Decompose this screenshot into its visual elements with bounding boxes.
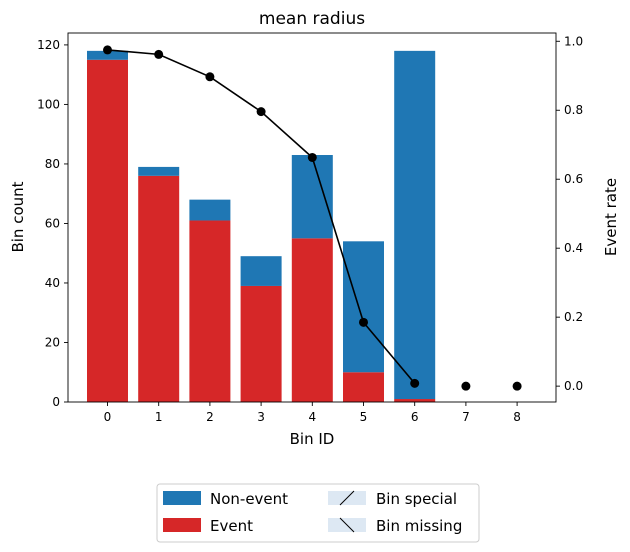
y2-tick-label: 0.2: [564, 310, 583, 324]
y-tick-label: 0: [52, 395, 60, 409]
legend-label-bin-special: Bin special: [376, 490, 457, 508]
x-axis-label: Bin ID: [290, 430, 335, 448]
bar-non-event: [138, 166, 180, 176]
bar-event: [291, 238, 333, 402]
legend: Non-event Event Bin special Bin missing: [156, 483, 480, 543]
bars-layer: [87, 50, 436, 402]
legend-hatch-bin-missing: [339, 517, 355, 533]
event-rate-line-layer: [103, 45, 522, 391]
x-tick-label: 2: [206, 410, 214, 424]
bar-event: [240, 285, 282, 402]
y-tick-label: 60: [45, 216, 60, 230]
x-tick-label: 8: [513, 410, 521, 424]
legend-swatch-non-event: [163, 491, 201, 505]
legend-label-event: Event: [210, 517, 253, 535]
bar-event: [189, 220, 231, 402]
y-axis-ticks: 0 20 40 60 80 100 120: [37, 38, 68, 409]
event-rate-point: [103, 45, 112, 55]
event-rate-point: [256, 107, 266, 117]
x-tick-label: 0: [104, 410, 112, 424]
y2-tick-label: 0.4: [564, 241, 583, 255]
y2-tick-label: 0.0: [564, 379, 583, 393]
event-rate-point: [154, 49, 164, 59]
x-tick-label: 6: [411, 410, 419, 424]
y2-axis-ticks: 0.0 0.2 0.4 0.6 0.8 1.0: [556, 34, 583, 393]
bar-event: [394, 399, 436, 402]
x-tick-label: 1: [155, 410, 163, 424]
y-tick-label: 20: [45, 335, 60, 349]
y2-tick-label: 0.6: [564, 172, 583, 186]
y2-tick-label: 1.0: [564, 34, 583, 48]
bar-non-event: [343, 241, 384, 373]
bar-non-event: [291, 155, 333, 239]
bar-non-event: [240, 256, 282, 286]
chart-title: mean radius: [259, 9, 365, 29]
event-rate-point: [307, 152, 317, 162]
bar-non-event: [394, 50, 436, 400]
y2-axis-label: Event rate: [602, 178, 620, 256]
bar-event: [343, 372, 384, 402]
bar-event: [87, 59, 128, 402]
y-tick-label: 80: [45, 157, 60, 171]
event-rate-point: [205, 72, 215, 82]
event-rate-point: [461, 381, 471, 391]
x-tick-label: 4: [308, 410, 316, 424]
bar-non-event: [87, 50, 128, 60]
y-tick-label: 40: [45, 276, 60, 290]
x-tick-label: 7: [462, 410, 470, 424]
event-rate-point: [512, 381, 522, 391]
legend-hatch-bin-special: [339, 490, 355, 506]
legend-swatch-event: [163, 518, 201, 532]
x-tick-label: 3: [257, 410, 265, 424]
bar-non-event: [189, 199, 231, 221]
legend-frame: [156, 483, 480, 543]
event-rate-point: [359, 317, 368, 327]
y-axis-label: Bin count: [9, 181, 27, 252]
x-axis-ticks: 0 1 2 3 4 5 6 7 8: [104, 402, 521, 424]
bar-event: [138, 175, 180, 402]
y-tick-label: 120: [37, 38, 60, 52]
y-tick-label: 100: [37, 97, 60, 111]
event-rate-point: [410, 378, 420, 388]
legend-label-bin-missing: Bin missing: [376, 517, 462, 535]
y2-tick-label: 0.8: [564, 103, 583, 117]
legend-label-non-event: Non-event: [210, 490, 288, 508]
x-tick-label: 5: [360, 410, 368, 424]
